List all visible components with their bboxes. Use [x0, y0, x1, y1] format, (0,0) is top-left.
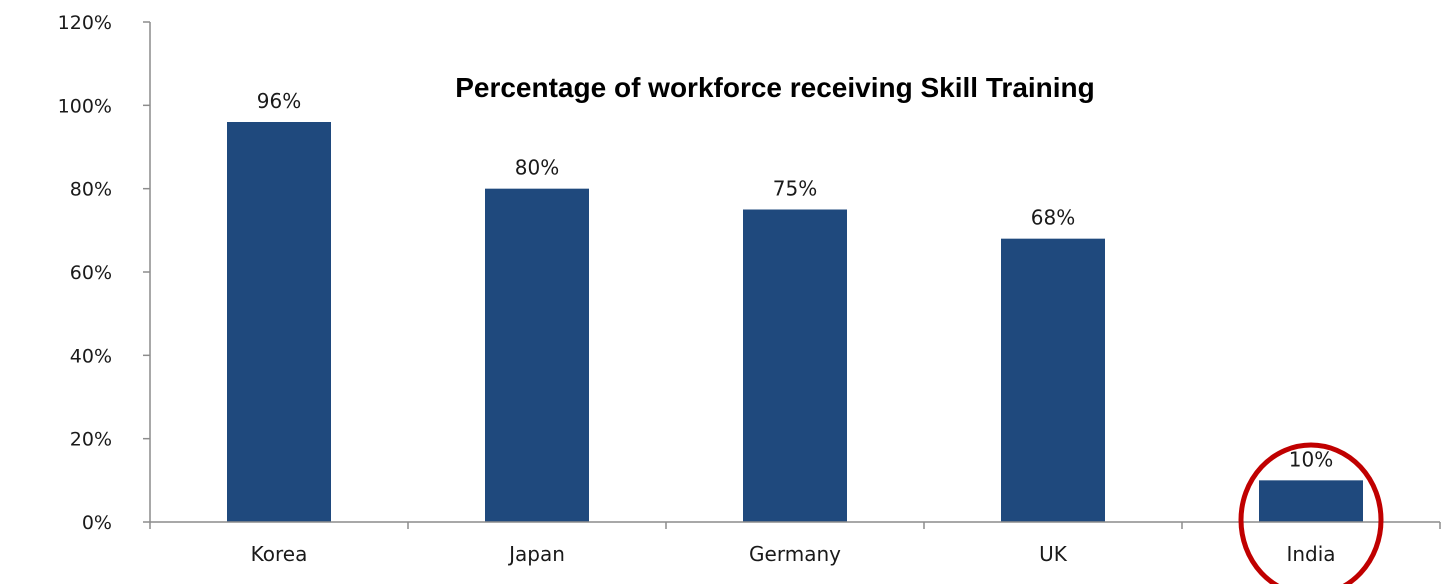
y-axis-ticks: 0% 20% 40% 60% 80% 100% 120%: [58, 12, 150, 534]
x-tick-label: Germany: [749, 542, 841, 566]
data-label: 68%: [1031, 206, 1075, 230]
data-label: 10%: [1289, 447, 1333, 471]
bars: [227, 122, 1363, 522]
bar-germany: [743, 209, 847, 522]
data-label: 75%: [773, 177, 817, 201]
bar-korea: [227, 122, 331, 522]
category-labels: Korea Japan Germany UK India: [251, 542, 1336, 566]
x-tick-label: Korea: [251, 542, 308, 566]
x-tick-label: UK: [1039, 542, 1068, 566]
data-label: 96%: [257, 89, 301, 113]
highlight-circle: [1238, 442, 1384, 584]
bar-japan: [485, 188, 589, 522]
y-tick-label: 0%: [82, 512, 112, 534]
y-tick-label: 60%: [70, 262, 112, 284]
y-tick-label: 20%: [70, 429, 112, 451]
x-axis-ticks: [149, 522, 1441, 529]
y-tick-label: 40%: [70, 345, 112, 367]
data-label: 80%: [515, 156, 559, 180]
y-tick-label: 120%: [58, 12, 112, 34]
y-tick-label: 100%: [58, 95, 112, 117]
bar-uk: [1001, 238, 1105, 522]
chart-title: Percentage of workforce receiving Skill …: [455, 72, 1095, 103]
data-labels: 96% 80% 75% 68% 10%: [257, 89, 1333, 471]
bar-india: [1259, 480, 1363, 522]
y-tick-label: 80%: [70, 179, 112, 201]
x-tick-label: India: [1286, 542, 1335, 566]
x-tick-label: Japan: [507, 542, 565, 566]
